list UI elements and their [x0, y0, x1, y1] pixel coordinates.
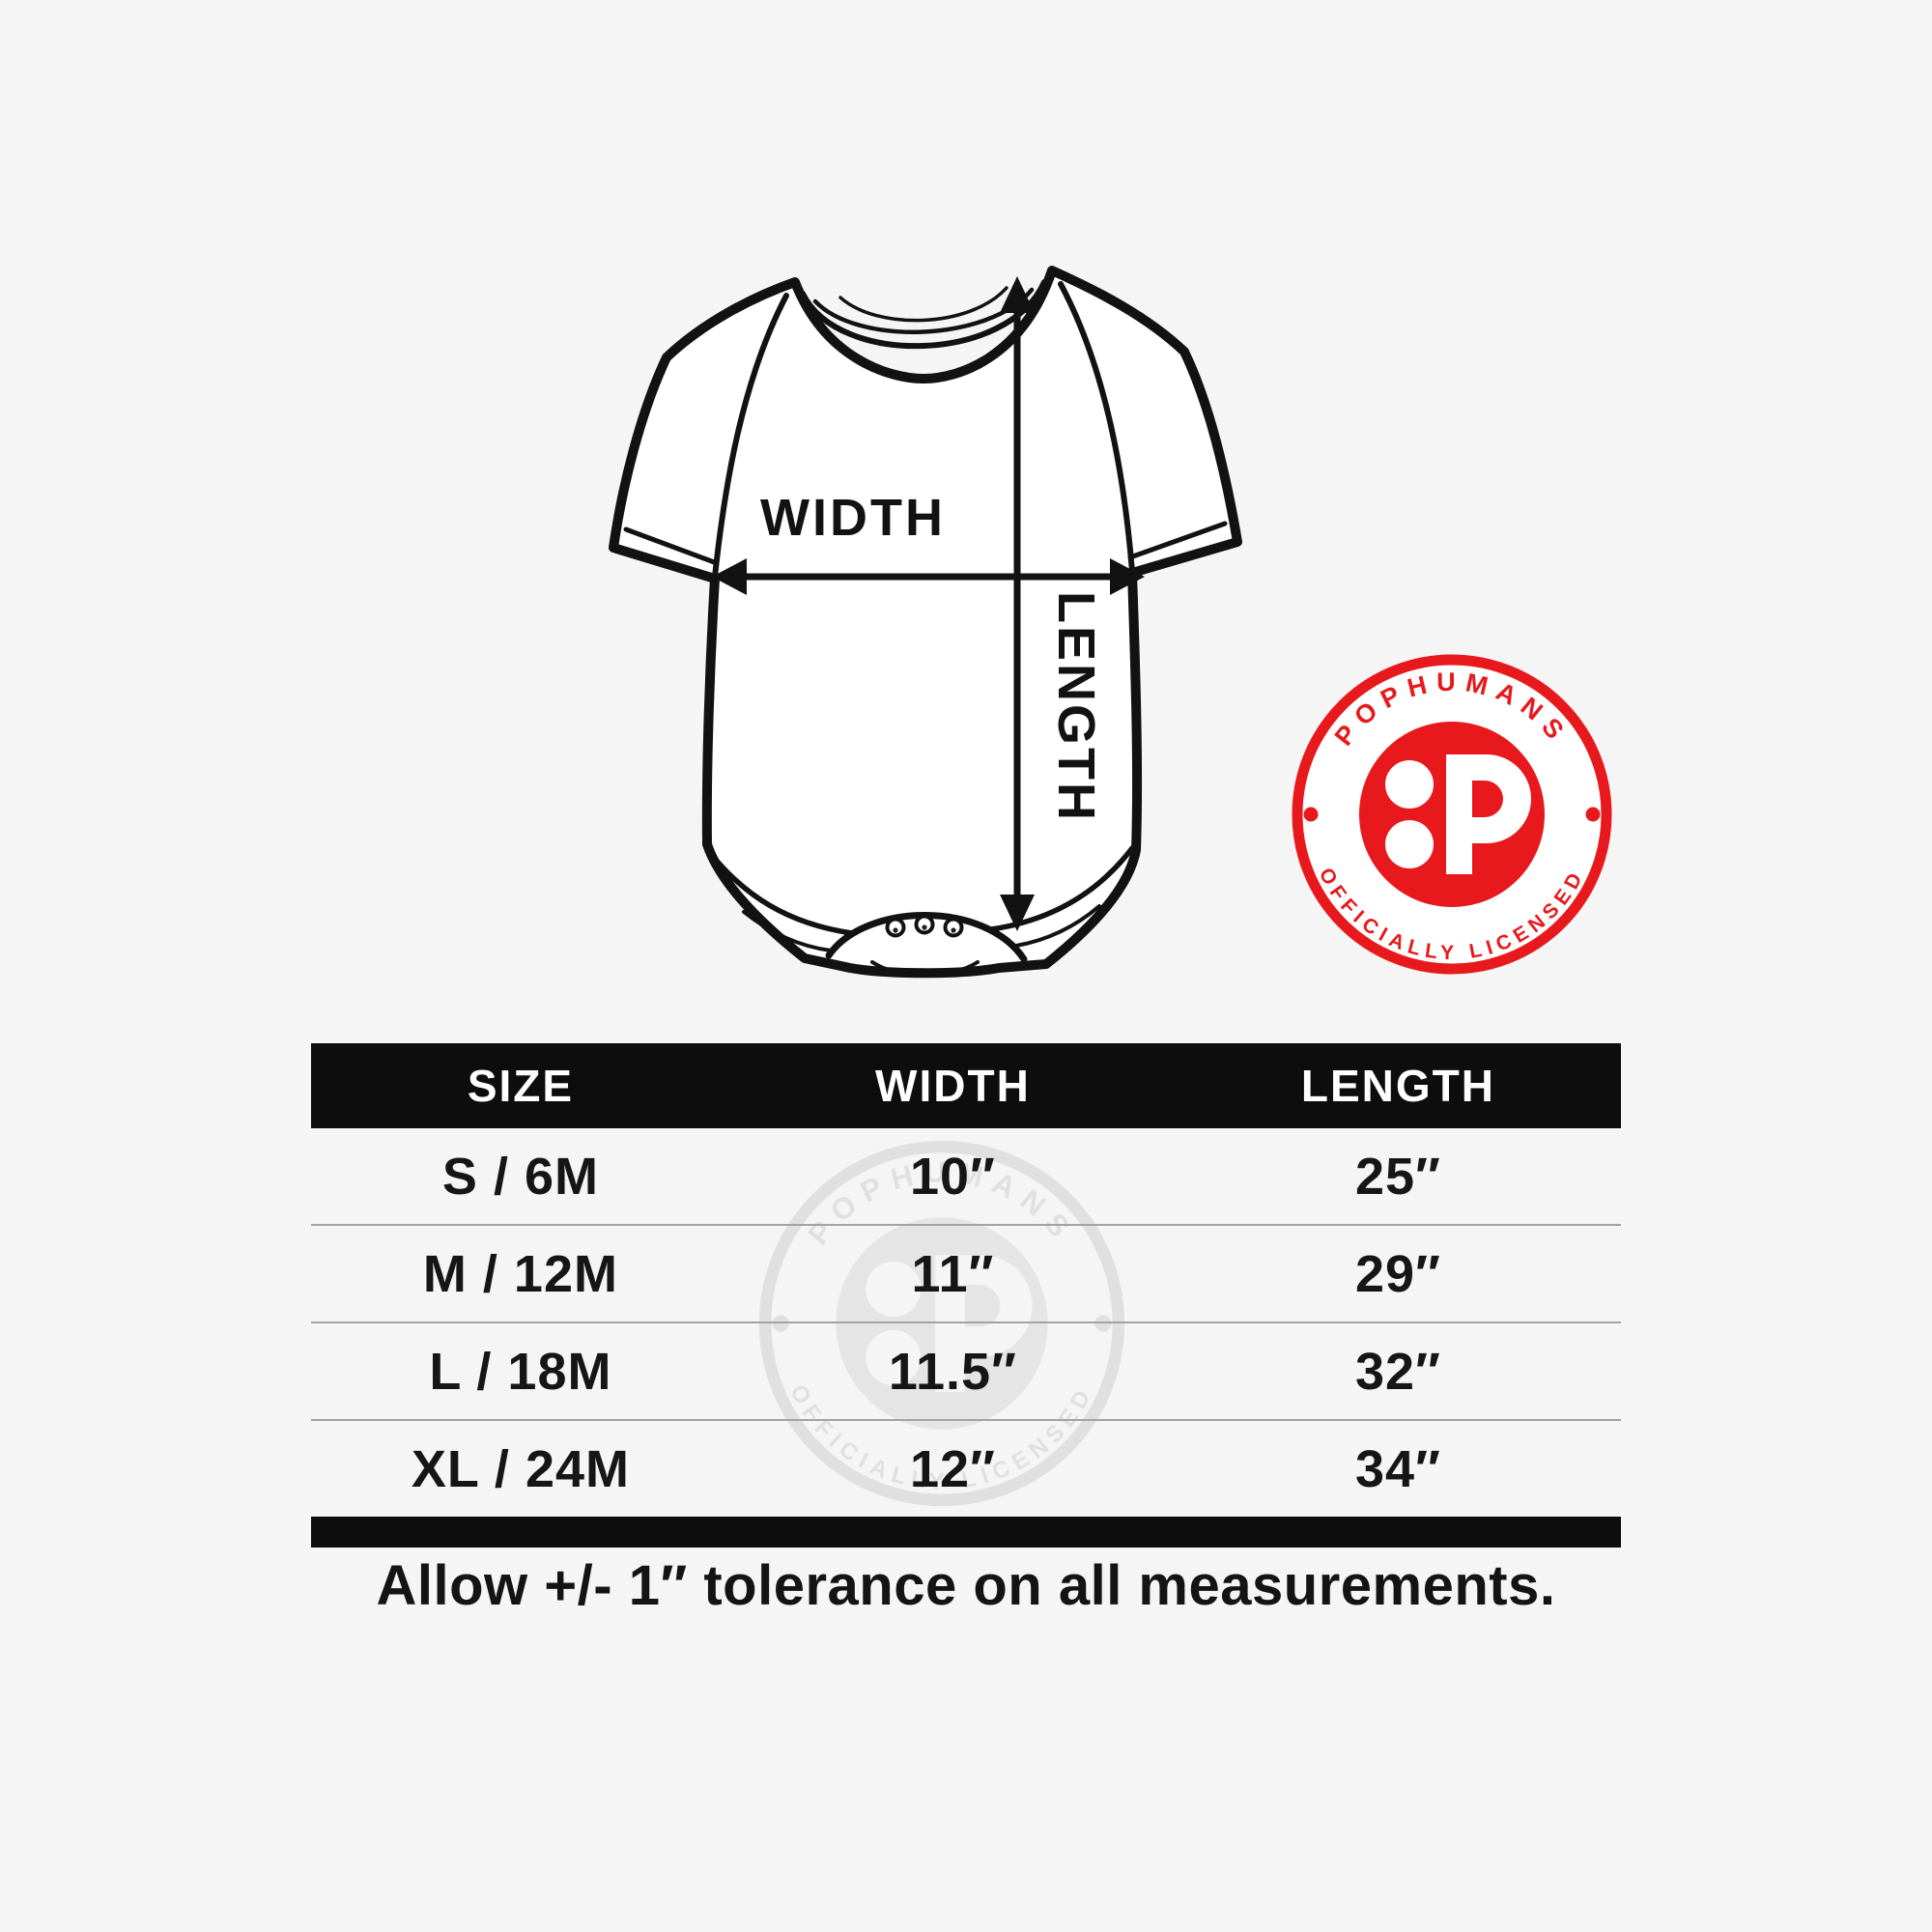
- table-row: XL / 24M 12″ 34″: [311, 1419, 1621, 1517]
- table-bottom-bar: [311, 1517, 1621, 1548]
- row-width: 11.5″: [888, 1342, 1017, 1401]
- left-leg-inner-line: [742, 910, 833, 952]
- table-row: S / 6M 10″ 25″: [311, 1128, 1621, 1224]
- pophumans-logo-icon: [1385, 754, 1531, 874]
- row-width: 11″: [911, 1244, 995, 1303]
- watermark-logo-icon: [866, 1255, 1033, 1392]
- pophumans-badge: POPHUMANS OFFICIALLY LICENSED: [1283, 645, 1621, 983]
- watermark-left-dot: [772, 1315, 789, 1332]
- row-width: 10″: [909, 1147, 996, 1206]
- tolerance-note: Allow +/- 1″ tolerance on all measuremen…: [376, 1554, 1556, 1617]
- pophumans-watermark: POPHUMANS OFFICIALLY LICENSED: [749, 1130, 1135, 1517]
- table-header-row: SIZE WIDTH LENGTH: [311, 1043, 1621, 1128]
- right-cuff-line: [1127, 521, 1228, 560]
- length-label: LENGTH: [1047, 591, 1105, 823]
- row-size: M / 12M: [422, 1244, 618, 1303]
- row-length: 25″: [1354, 1147, 1441, 1206]
- onesie-drawing: WIDTH LENGTH: [609, 266, 1242, 979]
- right-leg-binding: [988, 845, 1135, 932]
- crotch-flap-lower-arc: [870, 960, 980, 978]
- left-leg-binding: [708, 851, 855, 936]
- onesie-outline: [609, 266, 1242, 979]
- left-armhole-seam: [712, 293, 789, 580]
- row-length: 29″: [1354, 1244, 1441, 1303]
- left-cuff-line: [623, 526, 720, 566]
- row-length: 34″: [1354, 1439, 1441, 1498]
- header-width: WIDTH: [875, 1061, 1031, 1111]
- right-leg-inner-line: [1014, 904, 1101, 948]
- width-label: WIDTH: [760, 489, 946, 547]
- length-arrow: [1000, 276, 1035, 931]
- row-size: L / 18M: [429, 1342, 612, 1401]
- header-size: SIZE: [467, 1061, 575, 1111]
- header-length: LENGTH: [1300, 1061, 1495, 1111]
- onesie-diagram: WIDTH LENGTH: [597, 243, 1254, 997]
- pophumans-badge-stamp: POPHUMANS OFFICIALLY LICENSED: [1292, 654, 1612, 975]
- row-length: 32″: [1354, 1342, 1441, 1401]
- badge-right-dot: [1585, 807, 1601, 822]
- collar-back-curve-2: [838, 286, 1009, 323]
- table-row: L / 18M 11.5″ 32″: [311, 1321, 1621, 1419]
- watermark-stamp: POPHUMANS OFFICIALLY LICENSED: [758, 1140, 1125, 1507]
- crotch-snaps: [885, 914, 964, 938]
- row-width: 12″: [909, 1439, 996, 1498]
- watermark-outer-ring: [758, 1140, 1125, 1507]
- badge-left-dot: [1303, 807, 1319, 822]
- width-arrow: [712, 558, 1145, 595]
- size-chart-table: SIZE WIDTH LENGTH S / 6M 10″ 25″ M / 12M…: [311, 1043, 1621, 1548]
- right-armhole-seam: [1058, 281, 1135, 574]
- watermark-right-dot: [1094, 1315, 1112, 1332]
- row-size: S / 6M: [441, 1147, 599, 1206]
- crotch-snap-dots: [893, 924, 956, 933]
- table-row: M / 12M 11″ 29″: [311, 1224, 1621, 1321]
- row-size: XL / 24M: [411, 1439, 630, 1498]
